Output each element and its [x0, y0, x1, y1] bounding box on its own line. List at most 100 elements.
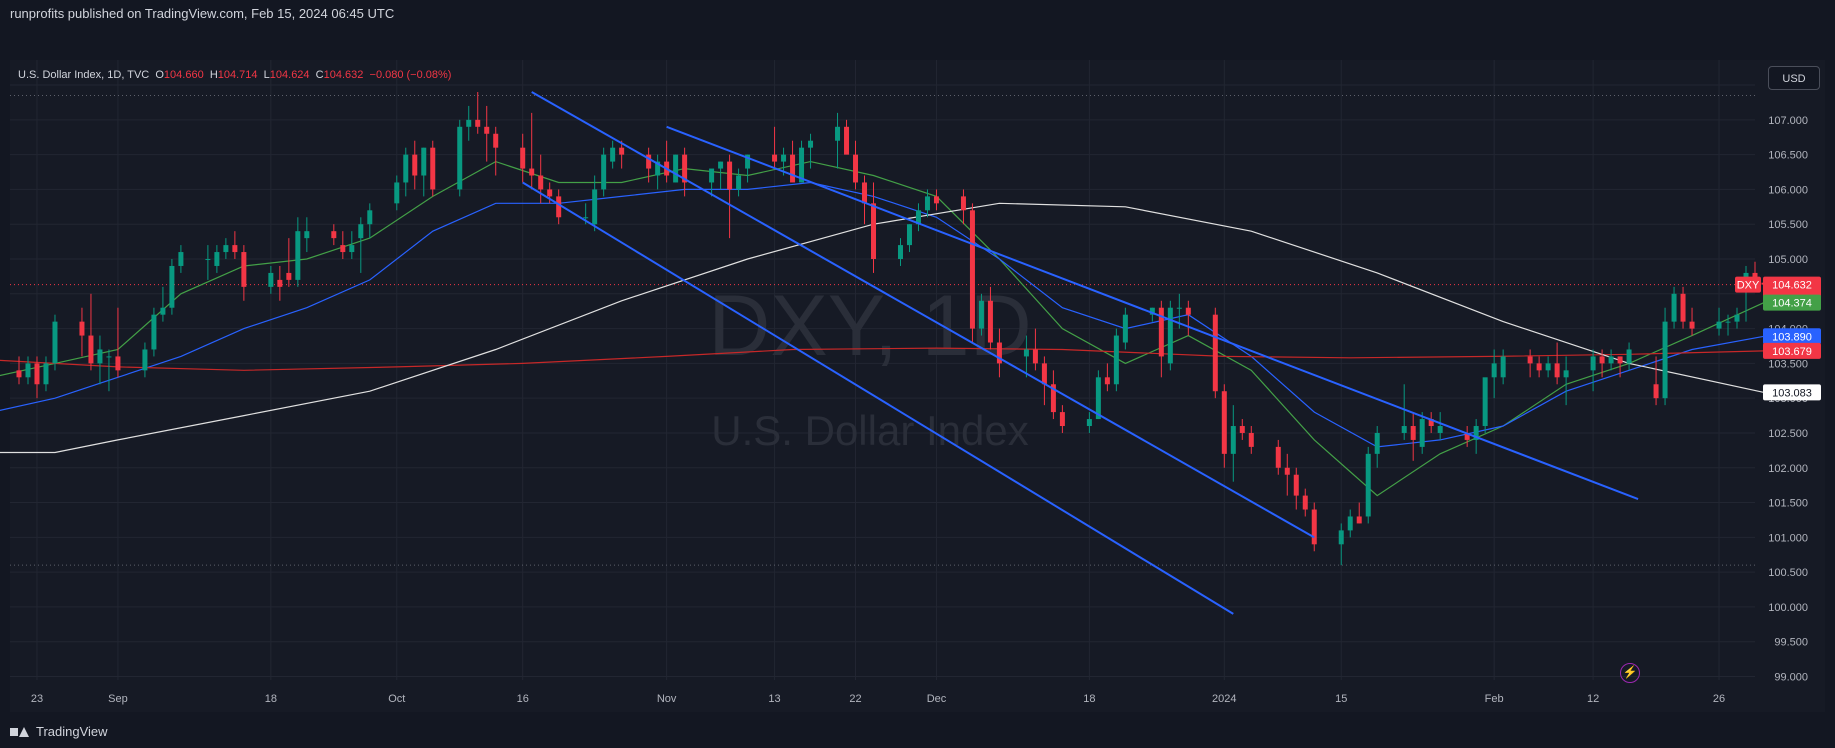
lightning-icon[interactable]: ⚡: [1620, 663, 1640, 683]
candle-body: [897, 245, 903, 260]
candle-body: [367, 210, 373, 225]
candle-body: [718, 161, 724, 169]
ma-green-label: 104.374: [1763, 294, 1821, 311]
ma-white-label-bg: [1763, 384, 1821, 401]
ma-white-label: 103.083: [1763, 384, 1821, 401]
candle-body: [862, 182, 868, 204]
chart-area[interactable]: [10, 60, 1825, 712]
y-tick-label: 103.500: [1768, 358, 1808, 370]
candle-body: [772, 154, 778, 162]
legend-close: 104.632: [323, 69, 364, 81]
candle-body: [1473, 426, 1479, 440]
candle-body: [1113, 335, 1119, 385]
candle-body: [1752, 272, 1758, 280]
ma-blue-label-bg: [1763, 328, 1821, 345]
candle-body: [331, 231, 337, 239]
x-tick-label: 2024: [1212, 693, 1236, 705]
candle-body: [1599, 356, 1605, 364]
candle-body: [421, 147, 427, 176]
candle-body: [115, 356, 121, 371]
candle-body: [1716, 321, 1722, 329]
candle-body: [745, 154, 751, 169]
candle-body: [1482, 377, 1488, 427]
candle-body: [1050, 384, 1056, 413]
y-tick-label: 106.500: [1768, 150, 1808, 162]
symbol-tag-bg: [1735, 276, 1761, 293]
candle-body: [1284, 467, 1290, 475]
candle-body: [610, 147, 616, 162]
candle-body: [646, 154, 652, 169]
candle-body: [475, 119, 481, 127]
legend-close-label: C: [315, 69, 324, 81]
x-tick-label: 18: [1083, 693, 1095, 705]
candle-body: [933, 196, 939, 204]
candle-body: [1500, 356, 1506, 378]
candle-body: [1149, 307, 1155, 315]
candle-body: [736, 175, 742, 190]
candle-body: [781, 154, 787, 162]
tradingview-brand[interactable]: TradingView: [10, 724, 108, 739]
x-tick-label: 12: [1587, 693, 1599, 705]
candle-body: [304, 231, 310, 239]
candle-body: [790, 154, 796, 183]
candle-body: [987, 300, 993, 343]
ma_red-line: [0, 347, 1765, 371]
brand-label: TradingView: [36, 724, 108, 739]
y-tick-label: 99.000: [1774, 672, 1808, 684]
watermark-symbol: DXY, 1D: [708, 278, 1031, 374]
y-tick-label: 105.500: [1768, 219, 1808, 231]
candle-body: [430, 147, 436, 190]
y-tick-label: 102.500: [1768, 428, 1808, 440]
candle-body: [1041, 363, 1047, 385]
candle-body: [1185, 307, 1191, 315]
candle-body: [106, 356, 112, 358]
watermark-name: U.S. Dollar Index: [711, 407, 1028, 454]
y-tick-label: 100.000: [1768, 602, 1808, 614]
candle-body: [1410, 426, 1416, 440]
candle-body: [1086, 419, 1092, 427]
legend-change: −0.080 (−0.08%): [369, 69, 452, 81]
candle-body: [1734, 314, 1740, 322]
candle-body: [88, 335, 94, 364]
ma-red-label: 103.679: [1763, 342, 1821, 359]
candle-body: [223, 245, 229, 253]
candle-body: [1212, 314, 1218, 392]
candle-body: [538, 175, 544, 190]
x-tick-label: Sep: [108, 693, 128, 705]
candle-body: [214, 252, 220, 266]
ma-red-label-text: 103.679: [1772, 346, 1812, 358]
candle-body: [871, 203, 877, 260]
candle-body: [682, 154, 688, 183]
ma-white-label-text: 103.083: [1772, 387, 1812, 399]
currency-button[interactable]: USD: [1768, 66, 1820, 90]
ma-blue-label: 103.890: [1763, 328, 1821, 345]
candle-body: [1338, 530, 1344, 545]
ma-green-label-text: 104.374: [1772, 298, 1812, 310]
x-tick-label: 16: [517, 693, 529, 705]
candle-body: [16, 370, 22, 378]
candle-body: [1122, 314, 1128, 343]
tradingview-logo-icon: [10, 725, 30, 739]
candle-body: [1545, 363, 1551, 371]
candle-body: [160, 307, 166, 315]
y-tick-label: 105.000: [1768, 254, 1808, 266]
x-tick-label: 18: [265, 693, 277, 705]
candle-body: [1302, 495, 1308, 510]
ma_green-line: [0, 160, 1765, 497]
candle-body: [403, 154, 409, 183]
candle-body: [1536, 363, 1542, 371]
x-tick-label: Oct: [388, 693, 405, 705]
candle-body: [583, 217, 589, 219]
candle-body: [1275, 446, 1281, 468]
x-tick-label: 15: [1335, 693, 1347, 705]
candle-body: [1554, 363, 1560, 378]
candle-body: [1464, 432, 1470, 440]
candle-body: [43, 363, 49, 385]
candle-body: [1158, 307, 1164, 357]
y-tick-label: 107.000: [1768, 115, 1808, 127]
candle-body: [1248, 432, 1254, 447]
candle-body: [978, 300, 984, 329]
candle-body: [484, 126, 490, 134]
candle-body: [727, 161, 733, 190]
